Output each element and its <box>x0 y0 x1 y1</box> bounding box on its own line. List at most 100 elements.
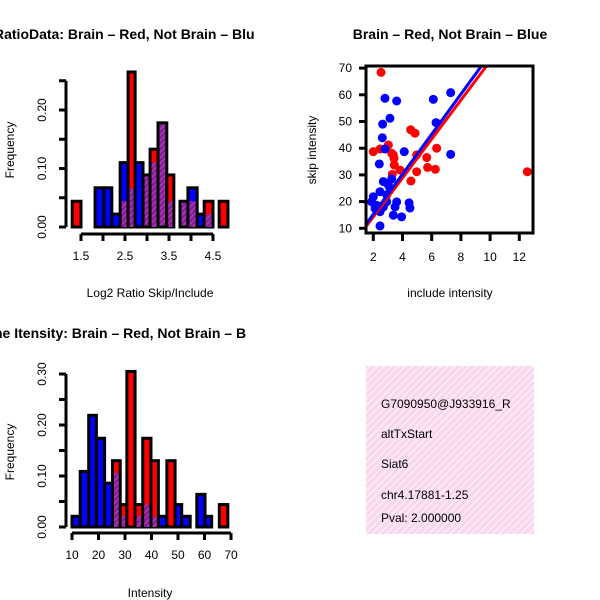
point-brain <box>432 143 442 153</box>
y-tick-label: 0.10 <box>35 156 49 180</box>
point-not-brain <box>380 144 390 154</box>
point-not-brain <box>399 147 409 157</box>
bar-brain <box>217 199 230 229</box>
info-location: chr4.17881-1.25 <box>381 488 469 502</box>
x-tick-label: 40 <box>145 548 159 562</box>
bar-overlap <box>129 187 134 227</box>
point-not-brain <box>388 210 398 220</box>
point-not-brain <box>446 149 456 159</box>
info-event-id: G7090950@J933916_R <box>381 397 511 411</box>
bar-not-brain <box>180 514 192 529</box>
scatter-axes: 2 4 6 8 10 12 10 20 30 40 50 60 70 <box>339 61 527 264</box>
x-tick-label: 6 <box>428 250 435 264</box>
bar-brain <box>70 199 83 229</box>
ratio-histogram-panel: RatioData: Brain – Red, Not Brain – Blu … <box>0 26 255 300</box>
fit-line-not-brain <box>366 66 484 226</box>
y-tick-label: 0.10 <box>35 464 49 488</box>
bar-overlap <box>152 516 157 527</box>
y-tick-label: 70 <box>339 61 353 75</box>
x-tick-label: 2.5 <box>117 249 134 263</box>
point-brain <box>522 167 532 177</box>
x-tick-label: 1.5 <box>73 249 90 263</box>
bar-overlap <box>136 516 142 527</box>
x-tick-label: 2 <box>370 250 377 264</box>
bar-overlap <box>151 162 157 227</box>
bar-overlap <box>168 201 173 227</box>
point-brain <box>389 153 399 163</box>
bar-overlap <box>189 201 196 227</box>
y-tick-label: 20 <box>339 195 353 209</box>
y-tick-label: 0.00 <box>35 515 49 539</box>
point-not-brain <box>390 202 400 212</box>
point-not-brain <box>397 212 407 222</box>
ratio-histogram-ylabel: Frequency <box>3 122 17 179</box>
point-not-brain <box>377 133 387 143</box>
info-event-type: altTxStart <box>381 427 433 441</box>
x-tick-label: 4 <box>399 250 406 264</box>
intensity-histogram-axes: 0.00 0.10 0.20 0.30 10 20 30 40 50 60 70 <box>35 362 238 562</box>
y-tick-label: 50 <box>339 115 353 129</box>
y-tick-label: 60 <box>339 88 353 102</box>
point-not-brain <box>446 88 456 98</box>
point-not-brain <box>405 203 415 213</box>
y-tick-label: 10 <box>339 221 353 235</box>
point-brain <box>430 164 440 174</box>
bar-overlap <box>205 214 212 227</box>
point-not-brain <box>378 119 388 129</box>
bar-brain <box>165 459 177 529</box>
point-not-brain <box>392 96 402 106</box>
y-tick-label: 40 <box>339 141 353 155</box>
intensity-scatter-panel: Brain – Red, Not Brain – Blue 2 4 6 8 10 12 10… <box>305 26 548 300</box>
x-tick-label: 8 <box>458 250 465 264</box>
x-tick-label: 10 <box>65 548 79 562</box>
bar-not-brain <box>203 514 214 529</box>
x-tick-label: 60 <box>198 548 212 562</box>
point-brain <box>422 153 432 163</box>
point-not-brain <box>375 221 385 231</box>
ratio-histogram-bars <box>70 70 230 229</box>
ratio-histogram-axes: 0.00 0.10 0.20 1.5 2.5 3.5 4.5 <box>35 79 222 263</box>
bar-overlap <box>114 472 119 527</box>
scatter-points <box>366 66 532 231</box>
point-brain <box>412 167 422 177</box>
y-tick-label: 0.20 <box>35 413 49 437</box>
x-tick-label: 12 <box>513 250 527 264</box>
y-tick-label: 0.20 <box>35 98 49 122</box>
intensity-histogram-title: ne Itensity: Brain – Red, Not Brain – B <box>0 325 246 341</box>
x-tick-label: 4.5 <box>205 249 222 263</box>
x-tick-label: 30 <box>118 548 132 562</box>
ratio-histogram-title: RatioData: Brain – Red, Not Brain – Blu <box>0 26 255 42</box>
bar-overlap <box>144 504 150 527</box>
x-tick-label: 50 <box>171 548 185 562</box>
point-not-brain <box>374 159 384 169</box>
intensity-histogram-panel: ne Itensity: Brain – Red, Not Brain – B … <box>0 325 246 600</box>
point-not-brain <box>375 187 385 197</box>
bar-not-brain <box>195 492 207 529</box>
intensity-histogram-xlabel: Intensity <box>128 586 173 600</box>
y-tick-label: 30 <box>339 168 353 182</box>
scatter-title: Brain – Red, Not Brain – Blue <box>353 26 548 42</box>
point-not-brain <box>380 93 390 103</box>
x-tick-label: 20 <box>92 548 106 562</box>
intensity-histogram-bars <box>70 369 230 529</box>
info-box: G7090950@J933916_R altTxStart Siat6 chr4… <box>366 366 534 534</box>
point-brain <box>423 162 433 172</box>
fit-line-brain <box>366 66 489 228</box>
y-tick-label: 0.00 <box>35 215 49 239</box>
intensity-histogram-ylabel: Frequency <box>3 424 17 481</box>
scatter-xlabel: include intensity <box>407 286 492 300</box>
x-tick-label: 3.5 <box>161 249 178 263</box>
point-brain <box>410 128 420 138</box>
point-brain <box>376 67 386 77</box>
bar-brain <box>125 369 137 529</box>
y-tick-label: 0.30 <box>35 362 49 386</box>
info-pval: Pval: 2.000000 <box>381 511 461 525</box>
bar-overlap <box>121 201 127 227</box>
info-gene-name: Siat6 <box>381 457 409 471</box>
info-box-background <box>366 366 534 534</box>
point-not-brain <box>385 113 395 123</box>
bar-brain <box>217 503 230 529</box>
bar-not-brain <box>102 186 114 229</box>
